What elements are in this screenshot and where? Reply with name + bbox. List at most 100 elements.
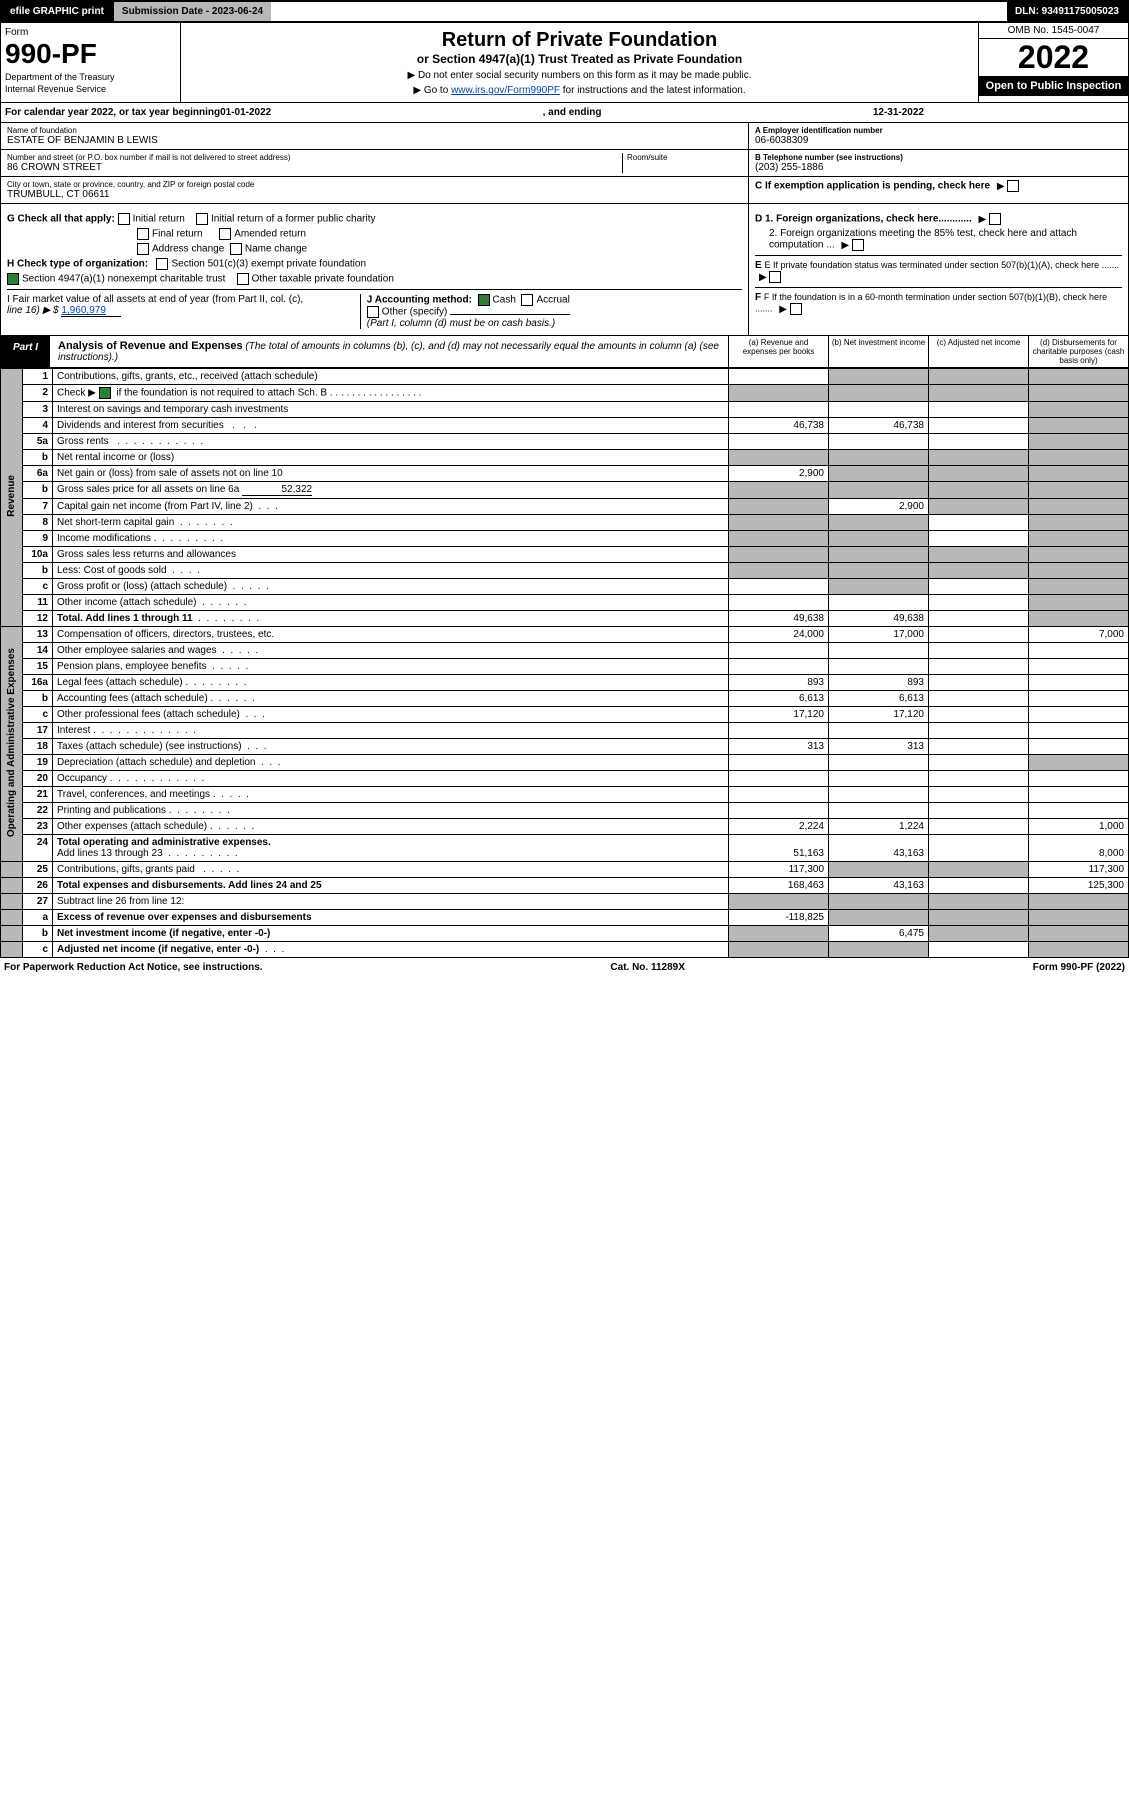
part1-title: Analysis of Revenue and Expenses	[58, 340, 243, 352]
checkbox-e[interactable]	[769, 271, 781, 283]
line-1: Contributions, gifts, grants, etc., rece…	[53, 369, 729, 385]
line-2: Check ▶ if the foundation is not require…	[53, 385, 729, 402]
fmv-value[interactable]: 1,960,979	[61, 305, 121, 317]
ein-label: A Employer identification number	[755, 126, 1122, 135]
checkbox-initial[interactable]	[118, 213, 130, 225]
city-label: City or town, state or province, country…	[7, 180, 742, 189]
line-27a: Excess of revenue over expenses and disb…	[53, 910, 729, 926]
line-6b: Gross sales price for all assets on line…	[53, 482, 729, 499]
checkbox-accrual[interactable]	[521, 294, 533, 306]
efile-label: efile GRAPHIC print	[2, 2, 112, 21]
line-17: Interest . . . . . . . . . . . . .	[53, 723, 729, 739]
city: TRUMBULL, CT 06611	[7, 189, 742, 200]
line-27: Subtract line 26 from line 12:	[53, 894, 729, 910]
street-label: Number and street (or P.O. box number if…	[7, 153, 622, 162]
checkbox-d2[interactable]	[852, 239, 864, 251]
line-12: Total. Add lines 1 through 11 . . . . . …	[53, 611, 729, 627]
checkbox-c[interactable]	[1007, 180, 1019, 192]
e-label: E If private foundation status was termi…	[764, 260, 1119, 270]
topbar: efile GRAPHIC print Submission Date - 20…	[0, 0, 1129, 23]
page-footer: For Paperwork Reduction Act Notice, see …	[0, 958, 1129, 977]
checkbox-cash[interactable]	[478, 294, 490, 306]
check-section: G Check all that apply: Initial return I…	[0, 204, 1129, 336]
line-16c: Other professional fees (attach schedule…	[53, 707, 729, 723]
footer-right: Form 990-PF (2022)	[1033, 962, 1125, 973]
j-note: (Part I, column (d) must be on cash basi…	[367, 318, 555, 329]
ein: 06-6038309	[755, 135, 1122, 146]
irs-label: Internal Revenue Service	[5, 84, 176, 94]
checkbox-namechange[interactable]	[230, 243, 242, 255]
submission-date: Submission Date - 2023-06-24	[112, 2, 271, 21]
line-11: Other income (attach schedule) . . . . .…	[53, 595, 729, 611]
line-26: Total expenses and disbursements. Add li…	[53, 878, 729, 894]
checkbox-501c3[interactable]	[156, 258, 168, 270]
line-5b: Net rental income or (loss)	[53, 450, 729, 466]
j-label: J Accounting method:	[367, 295, 472, 306]
line-10a: Gross sales less returns and allowances	[53, 547, 729, 563]
h-row: H Check type of organization: Section 50…	[7, 258, 742, 270]
line-4: Dividends and interest from securities .…	[53, 418, 729, 434]
instr-2: ▶ Go to www.irs.gov/Form990PF for instru…	[187, 85, 972, 96]
i-label: I Fair market value of all assets at end…	[7, 294, 303, 305]
checkbox-other-tax[interactable]	[237, 273, 249, 285]
line-15: Pension plans, employee benefits . . . .…	[53, 659, 729, 675]
col-a-hdr: (a) Revenue and expenses per books	[728, 336, 828, 367]
col-d-hdr: (d) Disbursements for charitable purpose…	[1028, 336, 1128, 367]
line-16a: Legal fees (attach schedule) . . . . . .…	[53, 675, 729, 691]
line-14: Other employee salaries and wages . . . …	[53, 643, 729, 659]
tel-label: B Telephone number (see instructions)	[755, 153, 1122, 162]
checkbox-initial-former[interactable]	[196, 213, 208, 225]
c-exemption: C If exemption application is pending, c…	[749, 177, 1128, 195]
entity-block: Name of foundation ESTATE OF BENJAMIN B …	[0, 123, 1129, 204]
checkbox-final[interactable]	[137, 228, 149, 240]
line-10b: Less: Cost of goods sold . . . .	[53, 563, 729, 579]
form-number: 990-PF	[5, 38, 176, 70]
line-27c: Adjusted net income (if negative, enter …	[53, 942, 729, 958]
line-18: Taxes (attach schedule) (see instruction…	[53, 739, 729, 755]
g-row: G Check all that apply: Initial return I…	[7, 213, 742, 225]
instr-1: ▶ Do not enter social security numbers o…	[187, 70, 972, 81]
line-10c: Gross profit or (loss) (attach schedule)…	[53, 579, 729, 595]
checkbox-amended[interactable]	[219, 228, 231, 240]
dept-treasury: Department of the Treasury	[5, 72, 176, 82]
checkbox-other-acct[interactable]	[367, 306, 379, 318]
line-16b: Accounting fees (attach schedule) . . . …	[53, 691, 729, 707]
line-6a: Net gain or (loss) from sale of assets n…	[53, 466, 729, 482]
footer-left: For Paperwork Reduction Act Notice, see …	[4, 962, 263, 973]
checkbox-sch-b[interactable]	[99, 387, 111, 399]
line-19: Depreciation (attach schedule) and deple…	[53, 755, 729, 771]
form-header: Form 990-PF Department of the Treasury I…	[0, 23, 1129, 103]
line-13: Compensation of officers, directors, tru…	[53, 627, 729, 643]
form-label: Form	[5, 27, 176, 38]
sidebar-revenue: Revenue	[6, 475, 17, 517]
line-23: Other expenses (attach schedule) . . . .…	[53, 819, 729, 835]
foundation-name: ESTATE OF BENJAMIN B LEWIS	[7, 135, 742, 146]
line-5a: Gross rents . . . . . . . . . . .	[53, 434, 729, 450]
line-22: Printing and publications . . . . . . . …	[53, 803, 729, 819]
col-c-hdr: (c) Adjusted net income	[928, 336, 1028, 367]
col-b-hdr: (b) Net investment income	[828, 336, 928, 367]
checkbox-address[interactable]	[137, 243, 149, 255]
checkbox-4947[interactable]	[7, 273, 19, 285]
footer-catno: Cat. No. 11289X	[610, 962, 684, 973]
part1-header: Part I Analysis of Revenue and Expenses …	[0, 336, 1129, 368]
name-label: Name of foundation	[7, 126, 742, 135]
open-public: Open to Public Inspection	[979, 76, 1128, 96]
irs-link[interactable]: www.irs.gov/Form990PF	[451, 85, 560, 96]
form-subtitle: or Section 4947(a)(1) Trust Treated as P…	[187, 52, 972, 66]
line-27b: Net investment income (if negative, ente…	[53, 926, 729, 942]
instr2-prefix: ▶ Go to	[413, 85, 451, 96]
checkbox-d1[interactable]	[989, 213, 1001, 225]
part1-label: Part I	[1, 336, 50, 367]
d2-label: 2. Foreign organizations meeting the 85%…	[769, 228, 1077, 251]
checkbox-f[interactable]	[790, 303, 802, 315]
instr2-suffix: for instructions and the latest informat…	[560, 85, 746, 96]
d1-label: D 1. Foreign organizations, check here..…	[755, 214, 972, 225]
year-end: 12-31-2022	[873, 107, 924, 118]
line-3: Interest on savings and temporary cash i…	[53, 402, 729, 418]
form-title: Return of Private Foundation	[187, 29, 972, 52]
dln: DLN: 93491175005023	[1007, 2, 1127, 21]
year-begin: 01-01-2022	[220, 107, 271, 118]
line-7: Capital gain net income (from Part IV, l…	[53, 499, 729, 515]
room-label: Room/suite	[627, 153, 742, 162]
